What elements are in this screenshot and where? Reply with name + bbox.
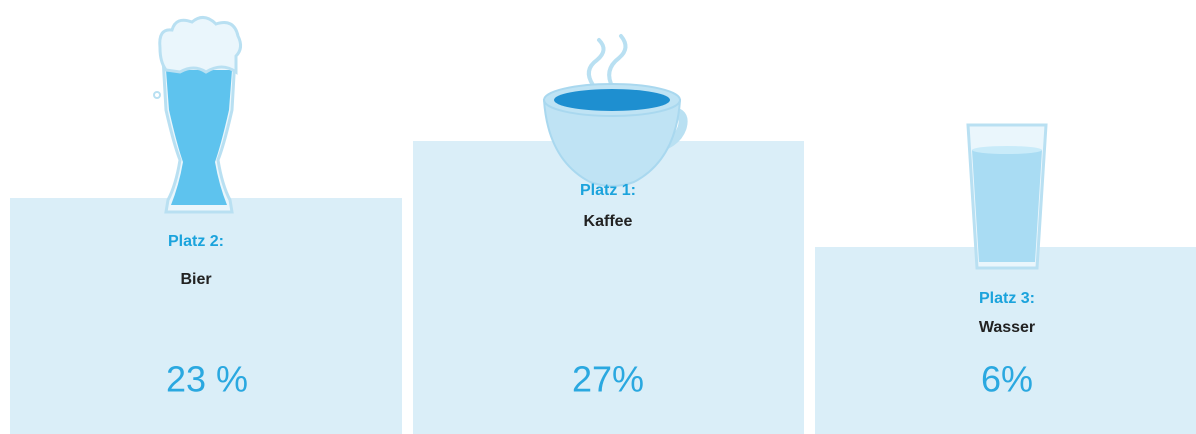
share-value: 23 %	[166, 359, 248, 400]
podium-graphic: Platz 2: Bier 23 % Platz 1: Kaffee 27% P…	[0, 0, 1196, 434]
rank-label: Platz 2:	[168, 233, 224, 250]
drink-label: Kaffee	[584, 213, 633, 230]
rank-label: Platz 1:	[580, 182, 636, 199]
page: Platz 2: Bier 23 % Platz 1: Kaffee 27% P…	[0, 0, 1196, 434]
share-value: 27%	[572, 359, 644, 400]
beer-icon	[154, 17, 241, 212]
podium-block	[815, 247, 1196, 434]
drink-label: Wasser	[979, 319, 1035, 336]
water-icon	[968, 125, 1046, 268]
drink-label: Bier	[180, 271, 211, 288]
share-value: 6%	[981, 359, 1033, 400]
rank-label: Platz 3:	[979, 290, 1035, 307]
